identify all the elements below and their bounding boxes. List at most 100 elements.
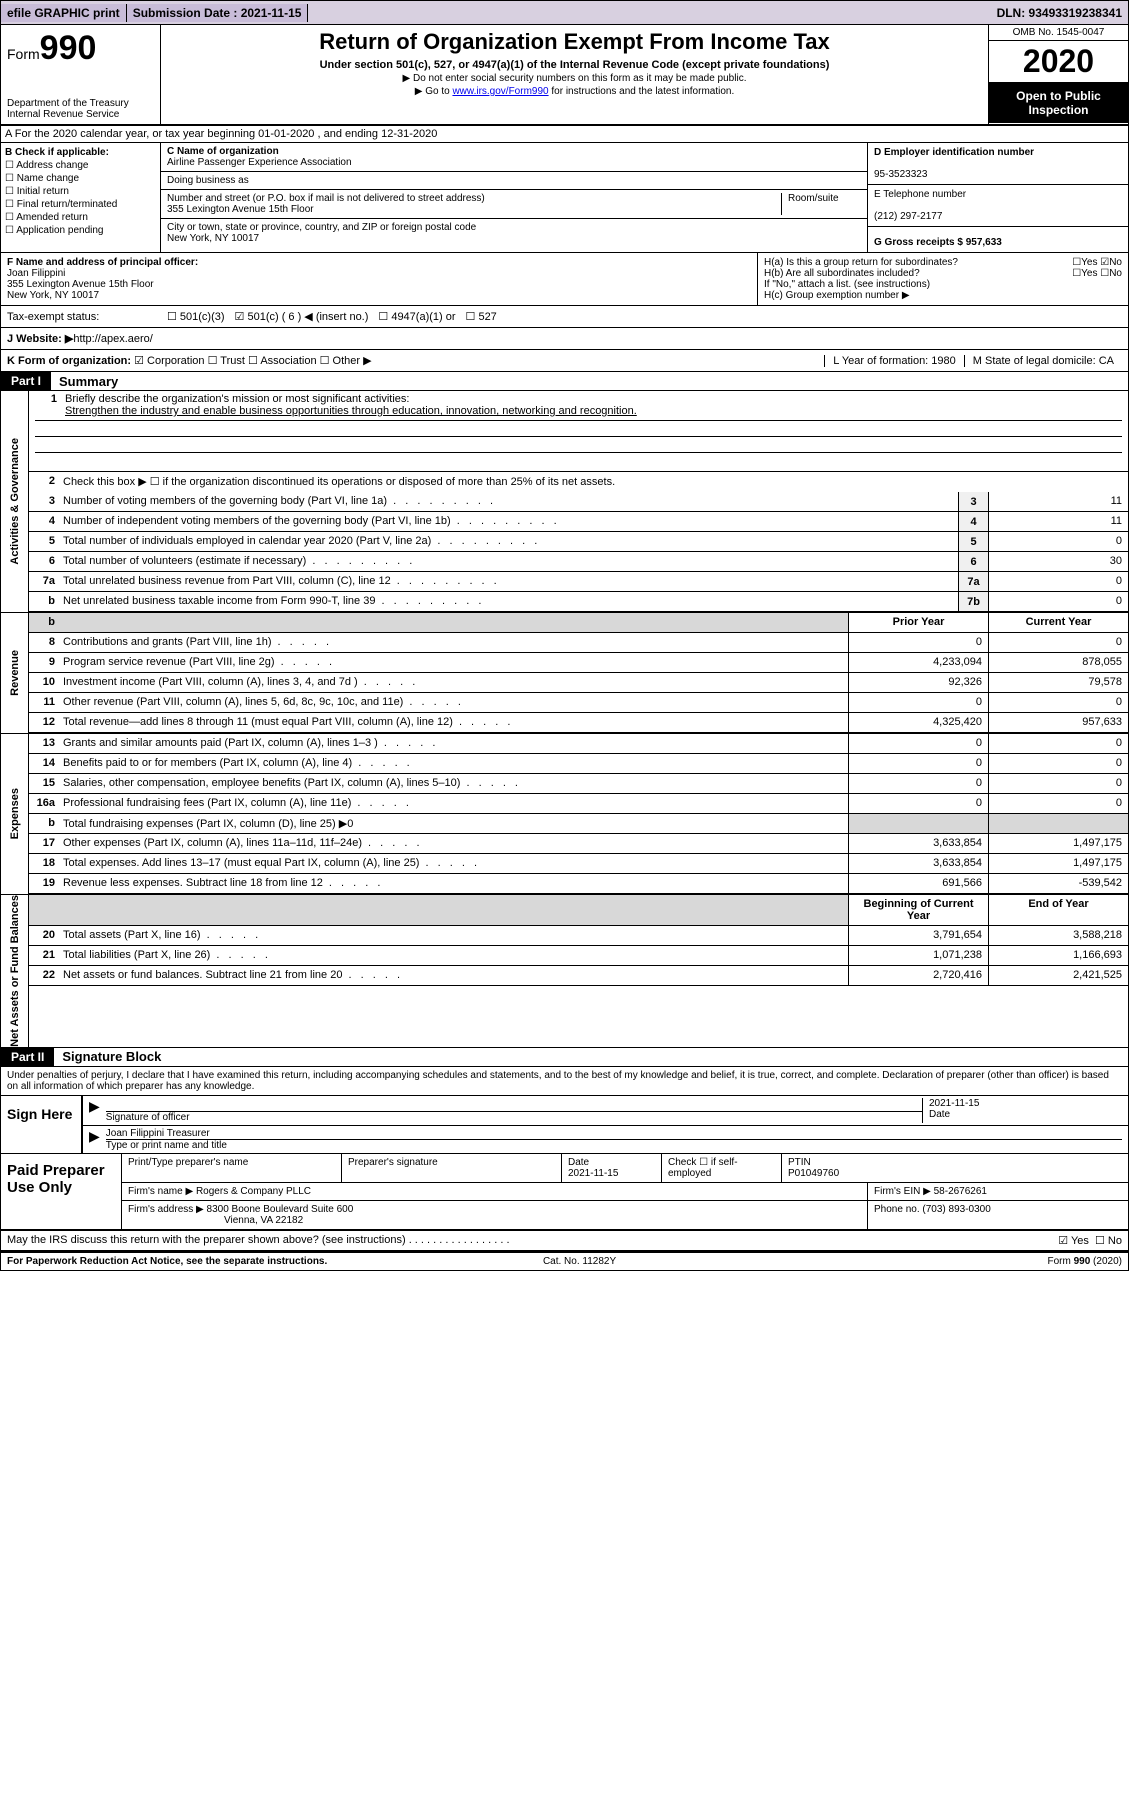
preparer-block: Paid Preparer Use Only Print/Type prepar… — [1, 1154, 1128, 1231]
col-b-label: B Check if applicable: — [5, 147, 109, 158]
form-header: Form990 Department of the Treasury Inter… — [1, 25, 1128, 126]
net-header-row: Beginning of Current Year End of Year — [29, 895, 1128, 926]
firm-name-cell: Firm's name ▶ Rogers & Company PLLC — [122, 1183, 868, 1200]
section-j: J Website: ▶ http://apex.aero/ — [1, 328, 1128, 350]
hb-note: If "No," attach a list. (see instruction… — [764, 279, 1122, 290]
year-formation: L Year of formation: 1980 — [824, 355, 964, 367]
governance-label: Activities & Governance — [1, 391, 29, 612]
ha-no[interactable]: ☑No — [1100, 257, 1122, 268]
form-title: Return of Organization Exempt From Incom… — [165, 29, 984, 55]
chk-name[interactable]: ☐ Name change — [5, 173, 156, 184]
summary-row: 10Investment income (Part VIII, column (… — [29, 673, 1128, 693]
may-discuss-row: May the IRS discuss this return with the… — [1, 1231, 1128, 1252]
street-label: Number and street (or P.O. box if mail i… — [167, 193, 485, 204]
preparer-label: Paid Preparer Use Only — [1, 1154, 121, 1229]
discuss-yes[interactable]: ☑ Yes — [1058, 1234, 1089, 1247]
section-k: K Form of organization: ☑ Corporation ☐ … — [1, 350, 1128, 372]
tax-status-row: Tax-exempt status: ☐ 501(c)(3) ☑ 501(c) … — [1, 306, 1128, 328]
street-cell: Number and street (or P.O. box if mail i… — [161, 190, 867, 219]
chk-address[interactable]: ☐ Address change — [5, 160, 156, 171]
prep-selfemp[interactable]: Check ☐ if self-employed — [662, 1154, 782, 1182]
expenses-label: Expenses — [1, 734, 29, 894]
sig-declaration: Under penalties of perjury, I declare th… — [1, 1067, 1128, 1096]
mission-text: Strengthen the industry and enable busin… — [35, 405, 1122, 421]
footer-right: Form 990 (2020) — [1047, 1256, 1121, 1267]
form-org-label: K Form of organization: — [7, 355, 131, 367]
summary-row: 22Net assets or fund balances. Subtract … — [29, 966, 1128, 986]
summary-row: 11Other revenue (Part VIII, column (A), … — [29, 693, 1128, 713]
part2-row: Part II Signature Block — [1, 1048, 1128, 1067]
line2-num: 2 — [29, 472, 59, 492]
firm-phone-cell: Phone no. (703) 893-0300 — [868, 1201, 1128, 1229]
summary-row: 6Total number of volunteers (estimate if… — [29, 552, 1128, 572]
hb-label: H(b) Are all subordinates included? — [764, 268, 920, 279]
firm-ein-cell: Firm's EIN ▶ 58-2676261 — [868, 1183, 1128, 1200]
chk-501c3[interactable]: ☐ 501(c)(3) — [167, 310, 225, 323]
efile-button[interactable]: efile GRAPHIC print — [1, 4, 127, 22]
chk-other[interactable]: ☐ Other ▶ — [320, 355, 372, 367]
chk-501c[interactable]: ☑ 501(c) ( 6 ) ◀ (insert no.) — [235, 310, 369, 323]
chk-pending[interactable]: ☐ Application pending — [5, 225, 156, 236]
form-container: efile GRAPHIC print Submission Date : 20… — [0, 0, 1129, 1271]
form-label: Form — [7, 46, 40, 62]
phone-label: E Telephone number — [874, 189, 966, 200]
officer-addr2: New York, NY 10017 — [7, 290, 99, 301]
ha-yes[interactable]: ☐Yes — [1072, 257, 1097, 268]
ein-value: 95-3523323 — [874, 169, 927, 180]
summary-row: bTotal fundraising expenses (Part IX, co… — [29, 814, 1128, 834]
hb-no[interactable]: ☐No — [1100, 268, 1122, 279]
summary-row: 17Other expenses (Part IX, column (A), l… — [29, 834, 1128, 854]
sig-date: 2021-11-15 — [929, 1098, 1122, 1109]
current-year-header: Current Year — [988, 613, 1128, 632]
chk-4947[interactable]: ☐ 4947(a)(1) or — [378, 310, 455, 323]
org-name-cell: C Name of organization Airline Passenger… — [161, 143, 867, 172]
line2-desc: Check this box ▶ ☐ if the organization d… — [59, 472, 1128, 492]
summary-row: 4Number of independent voting members of… — [29, 512, 1128, 532]
arrow-icon: ▶ — [89, 1128, 100, 1151]
revenue-section: Revenue b Prior Year Current Year 8Contr… — [1, 613, 1128, 734]
begin-year-header: Beginning of Current Year — [848, 895, 988, 925]
note2-post: for instructions and the latest informat… — [549, 86, 735, 97]
prep-name-label: Print/Type preparer's name — [122, 1154, 342, 1182]
section-a: A For the 2020 calendar year, or tax yea… — [1, 126, 1128, 143]
ein-cell: D Employer identification number 95-3523… — [868, 143, 1128, 185]
city-value: New York, NY 10017 — [167, 233, 259, 244]
prep-sig-label: Preparer's signature — [342, 1154, 562, 1182]
part1-row: Part I Summary — [1, 372, 1128, 391]
box-f: F Name and address of principal officer:… — [1, 253, 1128, 306]
hb-yes[interactable]: ☐Yes — [1072, 268, 1097, 279]
mission-blank3 — [35, 453, 1122, 469]
part2-header: Part II — [1, 1048, 54, 1066]
sig-name-label: Type or print name and title — [106, 1140, 227, 1151]
footer-left: For Paperwork Reduction Act Notice, see … — [7, 1256, 327, 1267]
sig-officer-label: Signature of officer — [106, 1112, 190, 1123]
end-year-header: End of Year — [988, 895, 1128, 925]
website-url[interactable]: http://apex.aero/ — [73, 333, 153, 345]
chk-527[interactable]: ☐ 527 — [466, 310, 497, 323]
irs-link[interactable]: www.irs.gov/Form990 — [452, 86, 548, 97]
summary-row: 14Benefits paid to or for members (Part … — [29, 754, 1128, 774]
prep-date-cell: Date2021-11-15 — [562, 1154, 662, 1182]
firm-addr-cell: Firm's address ▶ 8300 Boone Boulevard Su… — [122, 1201, 868, 1229]
summary-row: 16aProfessional fundraising fees (Part I… — [29, 794, 1128, 814]
street-value: 355 Lexington Avenue 15th Floor — [167, 204, 314, 215]
governance-section: Activities & Governance 1Briefly describ… — [1, 391, 1128, 613]
dba-cell: Doing business as — [161, 172, 867, 190]
chk-trust[interactable]: ☐ Trust — [208, 355, 245, 367]
year-header-row: b Prior Year Current Year — [29, 613, 1128, 633]
org-name: Airline Passenger Experience Association — [167, 157, 352, 168]
form-subtitle: Under section 501(c), 527, or 4947(a)(1)… — [165, 59, 984, 71]
phone-value: (212) 297-2177 — [874, 211, 942, 222]
dept-label: Department of the Treasury Internal Reve… — [7, 98, 154, 120]
chk-initial[interactable]: ☐ Initial return — [5, 186, 156, 197]
chk-corp[interactable]: ☑ Corporation — [134, 355, 204, 367]
discuss-no[interactable]: ☐ No — [1095, 1234, 1122, 1247]
chk-assoc[interactable]: ☐ Association — [248, 355, 317, 367]
omb-number: OMB No. 1545-0047 — [989, 25, 1128, 41]
chk-final[interactable]: ☐ Final return/terminated — [5, 199, 156, 210]
summary-row: 15Salaries, other compensation, employee… — [29, 774, 1128, 794]
chk-amended[interactable]: ☐ Amended return — [5, 212, 156, 223]
revenue-label: Revenue — [1, 613, 29, 733]
gross-label: G Gross receipts $ 957,633 — [874, 237, 1002, 248]
arrow-icon: ▶ — [89, 1098, 100, 1123]
